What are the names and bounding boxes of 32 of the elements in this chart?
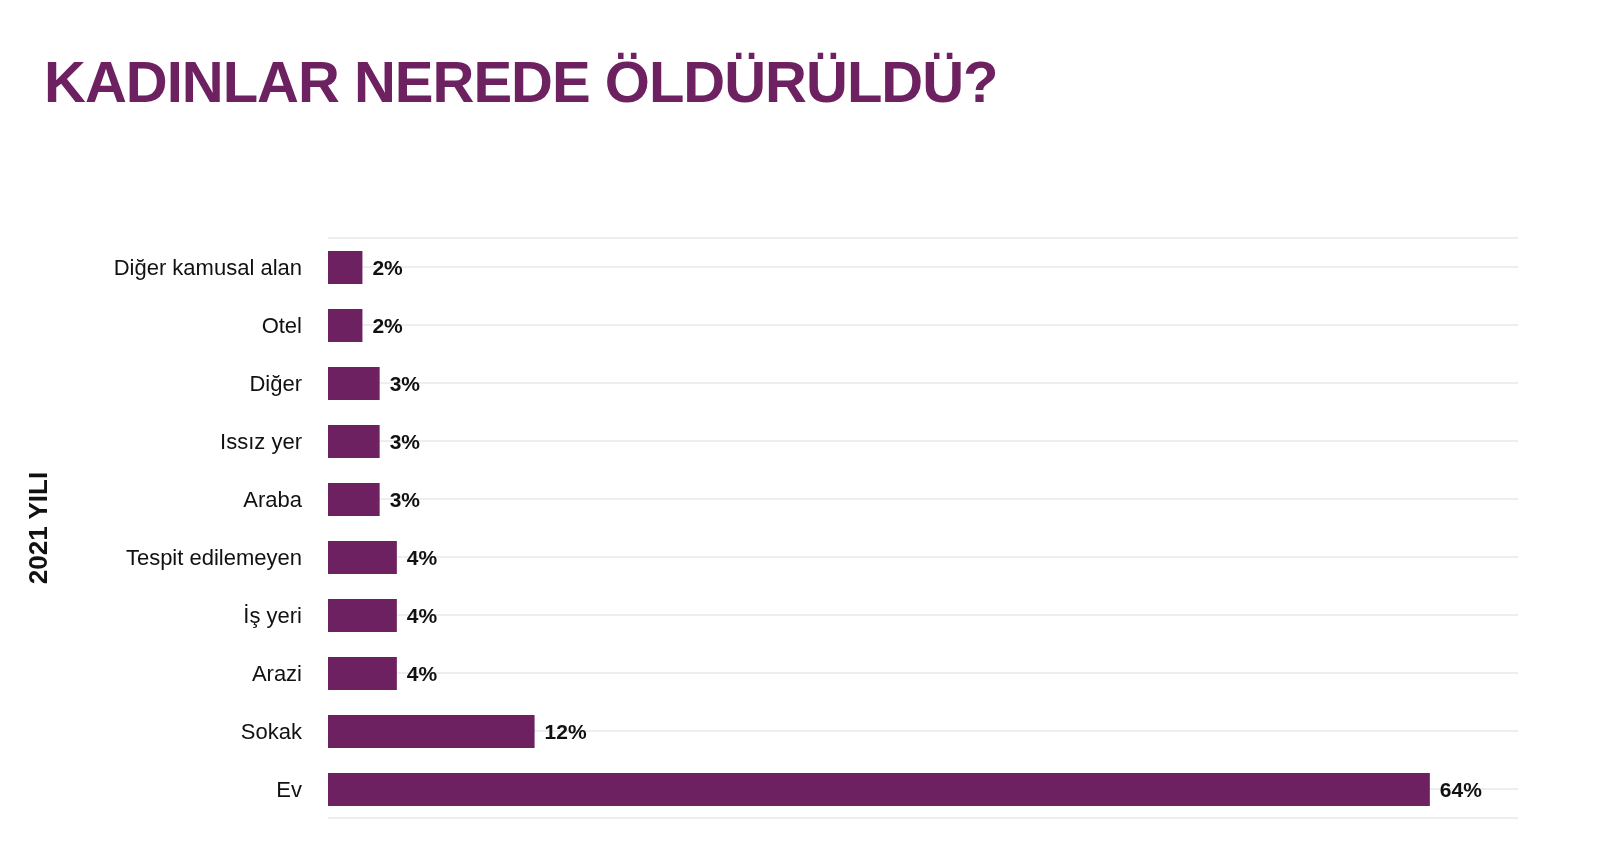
y-tick-label: Diğer kamusal alan: [113, 254, 302, 280]
y-axis-title: 2021 YILI: [23, 471, 54, 585]
bar: [328, 715, 535, 748]
bar: [328, 657, 397, 690]
data-label: 3%: [389, 487, 421, 511]
data-label: 4%: [406, 603, 438, 627]
data-label: 2%: [372, 255, 404, 279]
chart-title: KADINLAR NEREDE ÖLDÜRÜLDÜ?: [44, 48, 998, 115]
bar: [328, 599, 397, 632]
bar: [328, 541, 397, 574]
y-tick-label: Araba: [243, 486, 303, 512]
bar: [328, 309, 363, 342]
y-tick-label: Otel: [261, 312, 302, 338]
data-label: 3%: [389, 371, 421, 395]
data-label: 2%: [372, 313, 404, 337]
y-tick-label: Issız yer: [220, 428, 302, 454]
bar: [328, 367, 380, 400]
data-label: 3%: [389, 429, 421, 453]
y-tick-label: Diğer: [249, 370, 302, 396]
y-tick-label: Sokak: [240, 718, 303, 744]
bar: [328, 251, 363, 284]
bar: [328, 773, 1430, 806]
data-label: 12%: [544, 719, 587, 743]
y-tick-label: Tespit edilemeyen: [125, 544, 302, 570]
data-label: 4%: [406, 545, 438, 569]
y-tick-label: İş yeri: [243, 602, 302, 628]
y-tick-label: Arazi: [251, 660, 302, 686]
bar: [328, 425, 380, 458]
y-tick-label: Ev: [276, 776, 302, 802]
data-label: 4%: [406, 661, 438, 685]
data-label: 64%: [1439, 777, 1483, 801]
bar: [328, 483, 380, 516]
